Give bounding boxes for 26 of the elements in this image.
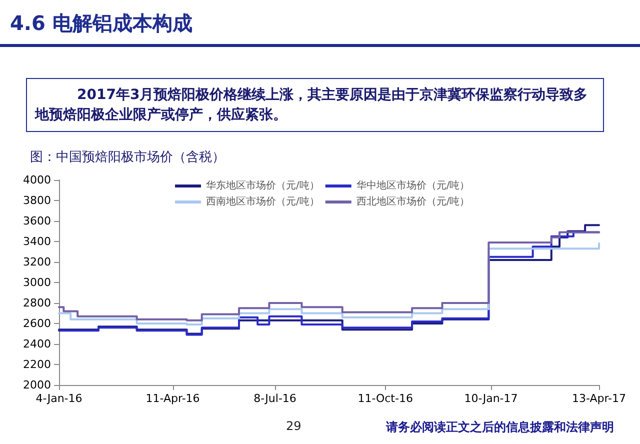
y-tick-label: 3600 xyxy=(23,214,51,228)
y-tick-label: 3200 xyxy=(23,256,51,268)
y-tick-label: 2200 xyxy=(23,358,51,371)
text: 29 xyxy=(286,419,302,433)
x-tick-label: 10-Jan-17 xyxy=(464,392,518,405)
x-tick-label: 4-Jan-16 xyxy=(36,392,82,405)
text: 请务必阅读正文之后的信息披露和法律声明 xyxy=(386,419,614,436)
y-tick-label: 3000 xyxy=(23,276,51,289)
y-tick-label: 2800 xyxy=(23,296,51,310)
chart-subtitle: 2017年3月预焙阳极价格继续上涨，其主要原因是由于京津冀环保监察行动导致多地预焙阳极企业限产或停产，供应紧张。 xyxy=(26,78,604,132)
x-tick-label: 13-Apr-17 xyxy=(572,392,626,405)
x-tick-label: 11-Apr-16 xyxy=(146,392,200,405)
y-tick-label: 4000 xyxy=(23,174,51,186)
y-tick-label: 2600 xyxy=(23,317,51,330)
legend-label: 华东地区市场价（元/吨） xyxy=(206,180,320,192)
x-tick-label: 11-Oct-16 xyxy=(358,392,413,405)
legend-label: 西南地区市场价（元/吨） xyxy=(206,196,320,208)
legend-label: 华中地区市场价（元/吨） xyxy=(356,180,470,192)
y-tick-label: 2000 xyxy=(23,378,51,392)
chart-title: 4.6 电解铝成本构成 xyxy=(10,10,192,37)
x-axis-title: 图：中国预焙阳极市场价（含税） xyxy=(30,149,225,166)
legend-label: 西北地区市场价（元/吨） xyxy=(356,196,470,208)
y-tick-label: 2400 xyxy=(23,338,51,350)
y-tick-label: 3400 xyxy=(23,235,51,248)
y-tick-label: 3800 xyxy=(23,194,51,207)
x-tick-label: 8-Jul-16 xyxy=(254,392,296,405)
